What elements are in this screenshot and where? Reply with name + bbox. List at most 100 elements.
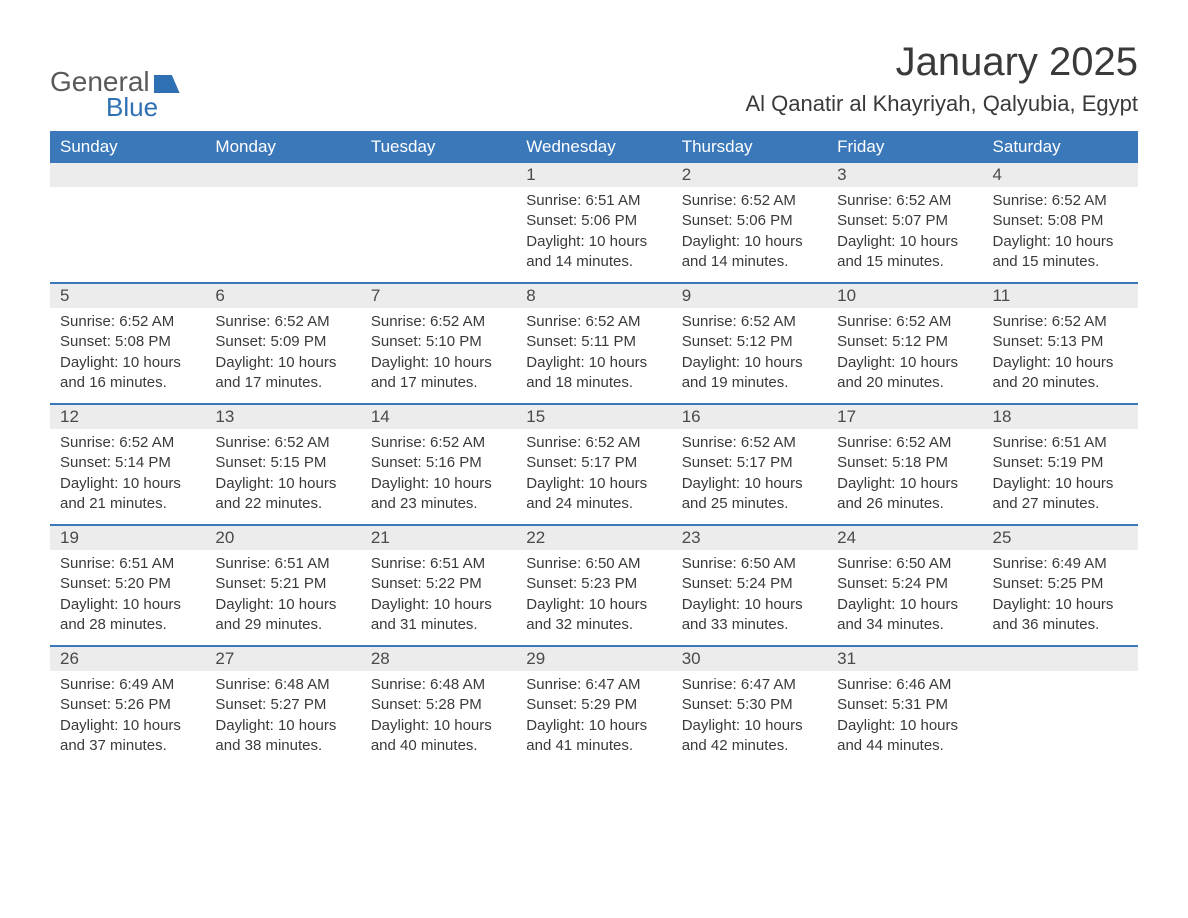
daylight-line: Daylight: 10 hours and 28 minutes. (60, 595, 195, 636)
day-details: Sunrise: 6:48 AMSunset: 5:27 PMDaylight:… (205, 671, 360, 766)
sunset-line: Sunset: 5:25 PM (993, 574, 1128, 594)
daylight-line: Daylight: 10 hours and 41 minutes. (526, 716, 661, 757)
day-number: 4 (983, 163, 1138, 187)
daylight-line: Daylight: 10 hours and 17 minutes. (371, 353, 506, 394)
day-number: 30 (672, 645, 827, 671)
day-details: Sunrise: 6:52 AMSunset: 5:12 PMDaylight:… (827, 308, 982, 403)
day-number: 25 (983, 524, 1138, 550)
day-number: 12 (50, 403, 205, 429)
sunrise-line: Sunrise: 6:50 AM (682, 554, 817, 574)
daylight-line: Daylight: 10 hours and 16 minutes. (60, 353, 195, 394)
sunrise-line: Sunrise: 6:52 AM (526, 312, 661, 332)
day-number: 21 (361, 524, 516, 550)
day-number: 14 (361, 403, 516, 429)
sunrise-line: Sunrise: 6:51 AM (993, 433, 1128, 453)
daylight-line: Daylight: 10 hours and 32 minutes. (526, 595, 661, 636)
day-number: 2 (672, 163, 827, 187)
calendar-cell: 23Sunrise: 6:50 AMSunset: 5:24 PMDayligh… (672, 524, 827, 645)
daylight-line: Daylight: 10 hours and 18 minutes. (526, 353, 661, 394)
day-details: Sunrise: 6:51 AMSunset: 5:06 PMDaylight:… (516, 187, 671, 282)
calendar-cell: 19Sunrise: 6:51 AMSunset: 5:20 PMDayligh… (50, 524, 205, 645)
sunset-line: Sunset: 5:29 PM (526, 695, 661, 715)
daylight-line: Daylight: 10 hours and 21 minutes. (60, 474, 195, 515)
calendar-week: 1Sunrise: 6:51 AMSunset: 5:06 PMDaylight… (50, 163, 1138, 282)
sunrise-line: Sunrise: 6:50 AM (837, 554, 972, 574)
calendar-cell: 28Sunrise: 6:48 AMSunset: 5:28 PMDayligh… (361, 645, 516, 766)
daylight-line: Daylight: 10 hours and 17 minutes. (215, 353, 350, 394)
sunset-line: Sunset: 5:23 PM (526, 574, 661, 594)
sunset-line: Sunset: 5:18 PM (837, 453, 972, 473)
daylight-line: Daylight: 10 hours and 33 minutes. (682, 595, 817, 636)
daylight-line: Daylight: 10 hours and 24 minutes. (526, 474, 661, 515)
calendar-cell: 27Sunrise: 6:48 AMSunset: 5:27 PMDayligh… (205, 645, 360, 766)
day-number: 17 (827, 403, 982, 429)
daylight-line: Daylight: 10 hours and 25 minutes. (682, 474, 817, 515)
daylight-line: Daylight: 10 hours and 37 minutes. (60, 716, 195, 757)
calendar-cell: 5Sunrise: 6:52 AMSunset: 5:08 PMDaylight… (50, 282, 205, 403)
calendar-cell: 6Sunrise: 6:52 AMSunset: 5:09 PMDaylight… (205, 282, 360, 403)
sunset-line: Sunset: 5:08 PM (60, 332, 195, 352)
day-number: 29 (516, 645, 671, 671)
day-details: Sunrise: 6:51 AMSunset: 5:21 PMDaylight:… (205, 550, 360, 645)
day-number: 20 (205, 524, 360, 550)
sunrise-line: Sunrise: 6:52 AM (371, 433, 506, 453)
calendar-cell: 22Sunrise: 6:50 AMSunset: 5:23 PMDayligh… (516, 524, 671, 645)
day-details: Sunrise: 6:52 AMSunset: 5:11 PMDaylight:… (516, 308, 671, 403)
day-details: Sunrise: 6:52 AMSunset: 5:18 PMDaylight:… (827, 429, 982, 524)
sunset-line: Sunset: 5:07 PM (837, 211, 972, 231)
sunset-line: Sunset: 5:24 PM (682, 574, 817, 594)
page-header: General Blue January 2025 Al Qanatir al … (50, 40, 1138, 123)
sunset-line: Sunset: 5:24 PM (837, 574, 972, 594)
day-details: Sunrise: 6:52 AMSunset: 5:07 PMDaylight:… (827, 187, 982, 282)
sunrise-line: Sunrise: 6:52 AM (682, 312, 817, 332)
calendar-table: SundayMondayTuesdayWednesdayThursdayFrid… (50, 131, 1138, 766)
day-details: Sunrise: 6:52 AMSunset: 5:10 PMDaylight:… (361, 308, 516, 403)
day-number: 13 (205, 403, 360, 429)
sunrise-line: Sunrise: 6:51 AM (371, 554, 506, 574)
sunset-line: Sunset: 5:06 PM (526, 211, 661, 231)
calendar-cell: 12Sunrise: 6:52 AMSunset: 5:14 PMDayligh… (50, 403, 205, 524)
calendar-body: 1Sunrise: 6:51 AMSunset: 5:06 PMDaylight… (50, 163, 1138, 766)
sunrise-line: Sunrise: 6:52 AM (215, 433, 350, 453)
day-number: 22 (516, 524, 671, 550)
sunrise-line: Sunrise: 6:51 AM (526, 191, 661, 211)
day-details: Sunrise: 6:52 AMSunset: 5:16 PMDaylight:… (361, 429, 516, 524)
weekday-header: Sunday (50, 131, 205, 163)
calendar-head: SundayMondayTuesdayWednesdayThursdayFrid… (50, 131, 1138, 163)
calendar-cell: 17Sunrise: 6:52 AMSunset: 5:18 PMDayligh… (827, 403, 982, 524)
calendar-week: 26Sunrise: 6:49 AMSunset: 5:26 PMDayligh… (50, 645, 1138, 766)
day-details: Sunrise: 6:48 AMSunset: 5:28 PMDaylight:… (361, 671, 516, 766)
day-number: 11 (983, 282, 1138, 308)
day-details: Sunrise: 6:52 AMSunset: 5:12 PMDaylight:… (672, 308, 827, 403)
day-details: Sunrise: 6:52 AMSunset: 5:06 PMDaylight:… (672, 187, 827, 282)
sunrise-line: Sunrise: 6:52 AM (60, 433, 195, 453)
day-number: 7 (361, 282, 516, 308)
day-number: 24 (827, 524, 982, 550)
day-details: Sunrise: 6:50 AMSunset: 5:24 PMDaylight:… (827, 550, 982, 645)
sunrise-line: Sunrise: 6:52 AM (526, 433, 661, 453)
day-number: 28 (361, 645, 516, 671)
sunset-line: Sunset: 5:17 PM (682, 453, 817, 473)
sunrise-line: Sunrise: 6:48 AM (215, 675, 350, 695)
day-number (205, 163, 360, 187)
daylight-line: Daylight: 10 hours and 42 minutes. (682, 716, 817, 757)
day-details: Sunrise: 6:51 AMSunset: 5:20 PMDaylight:… (50, 550, 205, 645)
calendar-cell: 20Sunrise: 6:51 AMSunset: 5:21 PMDayligh… (205, 524, 360, 645)
daylight-line: Daylight: 10 hours and 20 minutes. (837, 353, 972, 394)
sunset-line: Sunset: 5:30 PM (682, 695, 817, 715)
sunset-line: Sunset: 5:22 PM (371, 574, 506, 594)
day-number: 5 (50, 282, 205, 308)
daylight-line: Daylight: 10 hours and 14 minutes. (682, 232, 817, 273)
calendar-cell: 11Sunrise: 6:52 AMSunset: 5:13 PMDayligh… (983, 282, 1138, 403)
calendar-cell (983, 645, 1138, 766)
calendar-cell: 26Sunrise: 6:49 AMSunset: 5:26 PMDayligh… (50, 645, 205, 766)
calendar-cell: 16Sunrise: 6:52 AMSunset: 5:17 PMDayligh… (672, 403, 827, 524)
day-details: Sunrise: 6:50 AMSunset: 5:23 PMDaylight:… (516, 550, 671, 645)
weekday-header: Wednesday (516, 131, 671, 163)
sunset-line: Sunset: 5:12 PM (682, 332, 817, 352)
calendar-cell: 13Sunrise: 6:52 AMSunset: 5:15 PMDayligh… (205, 403, 360, 524)
calendar-cell: 31Sunrise: 6:46 AMSunset: 5:31 PMDayligh… (827, 645, 982, 766)
weekday-header: Monday (205, 131, 360, 163)
calendar-cell: 30Sunrise: 6:47 AMSunset: 5:30 PMDayligh… (672, 645, 827, 766)
sunrise-line: Sunrise: 6:52 AM (993, 312, 1128, 332)
